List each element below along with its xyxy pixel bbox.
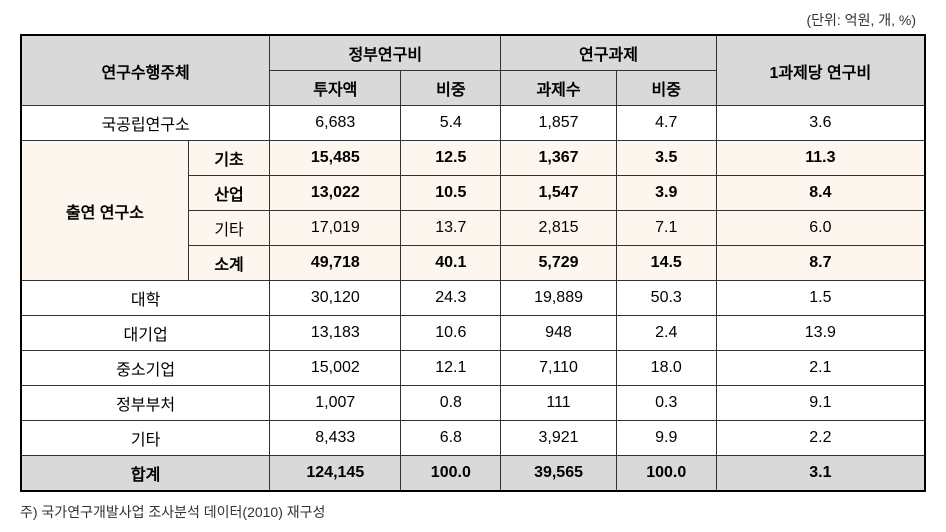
- cell-inv-pct: 6.8: [401, 421, 501, 456]
- cell-inv: 13,022: [270, 176, 401, 211]
- cell-inv: 6,683: [270, 106, 401, 141]
- cell-per: 3.6: [716, 106, 925, 141]
- cell-inv-pct: 10.6: [401, 316, 501, 351]
- cell-proj-pct: 4.7: [616, 106, 716, 141]
- cell-per: 13.9: [716, 316, 925, 351]
- row-label: 산업: [188, 176, 269, 211]
- cell-per: 2.1: [716, 351, 925, 386]
- cell-proj: 1,857: [501, 106, 617, 141]
- row-label: 정부부처: [21, 386, 270, 421]
- header-investment: 투자액: [270, 71, 401, 106]
- row-label: 합계: [21, 456, 270, 492]
- cell-proj-pct: 100.0: [616, 456, 716, 492]
- header-projects: 연구과제: [501, 35, 716, 71]
- cell-inv: 8,433: [270, 421, 401, 456]
- header-gov-fund: 정부연구비: [270, 35, 501, 71]
- cell-proj-pct: 18.0: [616, 351, 716, 386]
- cell-per: 2.2: [716, 421, 925, 456]
- cell-inv: 49,718: [270, 246, 401, 281]
- cell-inv: 1,007: [270, 386, 401, 421]
- table-row: 정부부처 1,007 0.8 111 0.3 9.1: [21, 386, 925, 421]
- unit-label: (단위: 억원, 개, %): [20, 10, 926, 30]
- cell-inv: 30,120: [270, 281, 401, 316]
- cell-inv-pct: 10.5: [401, 176, 501, 211]
- row-label: 기초: [188, 141, 269, 176]
- cell-inv: 13,183: [270, 316, 401, 351]
- cell-inv-pct: 12.1: [401, 351, 501, 386]
- row-label: 기타: [188, 211, 269, 246]
- cell-inv: 15,485: [270, 141, 401, 176]
- cell-proj-pct: 50.3: [616, 281, 716, 316]
- cell-proj-pct: 0.3: [616, 386, 716, 421]
- row-label: 국공립연구소: [21, 106, 270, 141]
- cell-inv-pct: 5.4: [401, 106, 501, 141]
- cell-proj-pct: 3.9: [616, 176, 716, 211]
- cell-per: 1.5: [716, 281, 925, 316]
- table-row: 대학 30,120 24.3 19,889 50.3 1.5: [21, 281, 925, 316]
- cell-proj: 39,565: [501, 456, 617, 492]
- table-row: 국공립연구소 6,683 5.4 1,857 4.7 3.6: [21, 106, 925, 141]
- footnote: 주) 국가연구개발사업 조사분석 데이터(2010) 재구성: [20, 502, 926, 522]
- table-row: 기타 8,433 6.8 3,921 9.9 2.2: [21, 421, 925, 456]
- cell-inv: 15,002: [270, 351, 401, 386]
- table-row: 출연 연구소 기초 15,485 12.5 1,367 3.5 11.3: [21, 141, 925, 176]
- header-subject: 연구수행주체: [21, 35, 270, 106]
- row-label: 중소기업: [21, 351, 270, 386]
- cell-inv: 124,145: [270, 456, 401, 492]
- cell-proj: 5,729: [501, 246, 617, 281]
- cell-proj: 2,815: [501, 211, 617, 246]
- research-table: 연구수행주체 정부연구비 연구과제 1과제당 연구비 투자액 비중 과제수 비중…: [20, 34, 926, 492]
- cell-proj: 111: [501, 386, 617, 421]
- cell-inv: 17,019: [270, 211, 401, 246]
- cell-per: 8.4: [716, 176, 925, 211]
- cell-per: 3.1: [716, 456, 925, 492]
- cell-proj-pct: 3.5: [616, 141, 716, 176]
- cell-proj: 1,547: [501, 176, 617, 211]
- table-row: 대기업 13,183 10.6 948 2.4 13.9: [21, 316, 925, 351]
- cell-per: 6.0: [716, 211, 925, 246]
- header-project-count: 과제수: [501, 71, 617, 106]
- row-label: 대학: [21, 281, 270, 316]
- table-row: 중소기업 15,002 12.1 7,110 18.0 2.1: [21, 351, 925, 386]
- group-label: 출연 연구소: [21, 141, 188, 281]
- header-investment-pct: 비중: [401, 71, 501, 106]
- row-label: 대기업: [21, 316, 270, 351]
- header-project-pct: 비중: [616, 71, 716, 106]
- cell-inv-pct: 100.0: [401, 456, 501, 492]
- cell-proj: 7,110: [501, 351, 617, 386]
- row-label: 기타: [21, 421, 270, 456]
- cell-proj: 19,889: [501, 281, 617, 316]
- cell-proj-pct: 7.1: [616, 211, 716, 246]
- cell-proj: 948: [501, 316, 617, 351]
- cell-proj: 1,367: [501, 141, 617, 176]
- cell-per: 11.3: [716, 141, 925, 176]
- cell-inv-pct: 24.3: [401, 281, 501, 316]
- table-row-total: 합계 124,145 100.0 39,565 100.0 3.1: [21, 456, 925, 492]
- cell-per: 8.7: [716, 246, 925, 281]
- cell-per: 9.1: [716, 386, 925, 421]
- cell-inv-pct: 40.1: [401, 246, 501, 281]
- cell-inv-pct: 0.8: [401, 386, 501, 421]
- cell-proj: 3,921: [501, 421, 617, 456]
- cell-inv-pct: 12.5: [401, 141, 501, 176]
- row-label: 소계: [188, 246, 269, 281]
- cell-proj-pct: 14.5: [616, 246, 716, 281]
- cell-proj-pct: 2.4: [616, 316, 716, 351]
- header-per-project: 1과제당 연구비: [716, 35, 925, 106]
- cell-inv-pct: 13.7: [401, 211, 501, 246]
- cell-proj-pct: 9.9: [616, 421, 716, 456]
